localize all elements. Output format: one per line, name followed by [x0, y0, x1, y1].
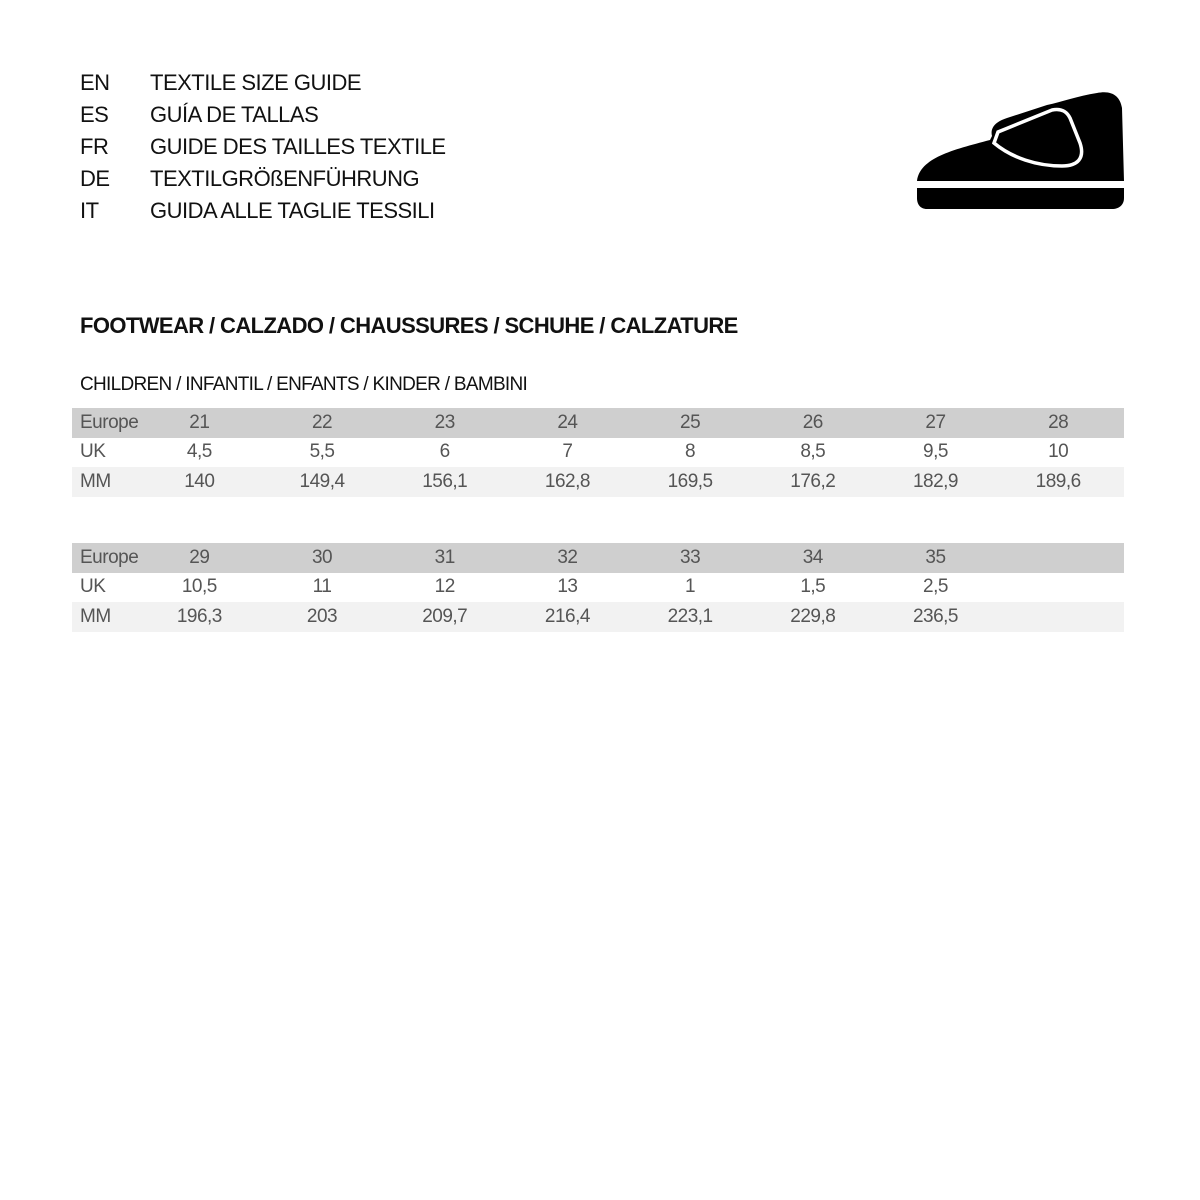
table-cell: 23: [434, 411, 456, 433]
table-cell: 1: [685, 576, 696, 598]
table-cell: 149,4: [299, 470, 346, 492]
table-cell: 176,2: [790, 470, 836, 492]
table-cell: 229,8: [790, 605, 836, 627]
table-cell: 29: [189, 546, 210, 568]
table-cell: 34: [802, 546, 824, 568]
table-cell: 196,3: [176, 605, 223, 627]
row-label: MM: [80, 470, 111, 492]
table-cell: 10: [1048, 441, 1069, 463]
row-label: UK: [80, 576, 106, 598]
language-code: DE: [80, 166, 110, 191]
table-cell: 25: [680, 411, 701, 433]
language-title: TEXTILE SIZE GUIDE: [150, 70, 362, 95]
table-cell: 11: [312, 576, 332, 598]
table-cell: 8,5: [800, 441, 826, 463]
table-row: UK 10,5 11 12 13 1 1,5 2,5: [72, 573, 1124, 603]
size-table-1: Europe 21 22 23 24 25 26 27 28 UK 4,5 5,5 6 7 8 8,5 9,5 1…: [72, 408, 1124, 497]
table-cell: 5,5: [309, 441, 335, 463]
table-cell: 223,1: [667, 605, 714, 627]
table-cell: 32: [557, 546, 578, 568]
table-cell: 2,5: [923, 576, 948, 598]
table-cell: 182,9: [912, 470, 959, 492]
table-cell: 236,5: [912, 605, 959, 627]
table-row: MM 196,3 203 209,7 216,4 223,1 229,8 236,5: [72, 602, 1124, 632]
language-code: EN: [80, 70, 110, 95]
table-cell: 33: [680, 546, 701, 568]
table-cell: 156,1: [422, 470, 468, 492]
row-label: Europe: [80, 411, 139, 433]
size-table-2: Europe 29 30 31 32 33 34 35 UK 10,5 11 12 13 1 1,5 2,5 M…: [72, 543, 1124, 632]
subsection-title: CHILDREN / INFANTIL / ENFANTS / KINDER /…: [80, 374, 528, 395]
language-code: IT: [80, 198, 99, 223]
table-cell: 35: [925, 546, 946, 568]
table-cell: 21: [189, 411, 210, 433]
table-row: MM 140 149,4 156,1 162,8 169,5 176,2 182,9 189,6: [72, 467, 1124, 497]
table-cell: 12: [434, 576, 456, 598]
table-cell: 6: [439, 441, 451, 463]
section-title: FOOTWEAR / CALZADO / CHAUSSURES / SCHUHE…: [80, 313, 738, 338]
language-code: FR: [80, 134, 109, 159]
table-cell: 162,8: [544, 470, 591, 492]
language-title: TEXTILGRÖßENFÜHRUNG: [150, 166, 420, 191]
table-cell: 22: [311, 411, 333, 433]
table-cell: 24: [557, 411, 578, 433]
table-cell: 9,5: [923, 441, 948, 463]
row-label: UK: [80, 441, 106, 463]
table-cell: 216,4: [544, 605, 591, 627]
table-cell: 169,5: [667, 470, 714, 492]
language-code: ES: [80, 102, 109, 127]
table-cell: 30: [311, 546, 333, 568]
table-cell: 10,5: [181, 576, 217, 598]
table-row: UK 4,5 5,5 6 7 8 8,5 9,5 10: [72, 438, 1124, 468]
table-cell: 7: [562, 441, 573, 463]
language-title: GUÍA DE TALLAS: [150, 102, 319, 127]
table-cell: 1,5: [800, 576, 826, 598]
table-cell: 189,6: [1035, 470, 1082, 492]
table-row: Europe 21 22 23 24 25 26 27 28: [72, 408, 1124, 438]
row-label: Europe: [80, 546, 139, 568]
table-cell: 140: [184, 470, 215, 492]
shoe-icon: [917, 92, 1124, 209]
table-cell: 31: [434, 546, 456, 568]
language-title: GUIDE DES TAILLES TEXTILE: [150, 134, 446, 159]
table-cell: 26: [802, 411, 824, 433]
table-cell: 28: [1048, 411, 1069, 433]
row-label: MM: [80, 605, 111, 627]
table-cell: 8: [685, 441, 696, 463]
table-cell: 203: [306, 605, 338, 627]
language-title: GUIDA ALLE TAGLIE TESSILI: [150, 198, 435, 223]
table-cell: 27: [925, 411, 946, 433]
table-cell: 13: [557, 576, 578, 598]
table-cell: 209,7: [422, 605, 468, 627]
table-row: Europe 29 30 31 32 33 34 35: [72, 543, 1124, 573]
table-cell: 4,5: [186, 441, 212, 463]
